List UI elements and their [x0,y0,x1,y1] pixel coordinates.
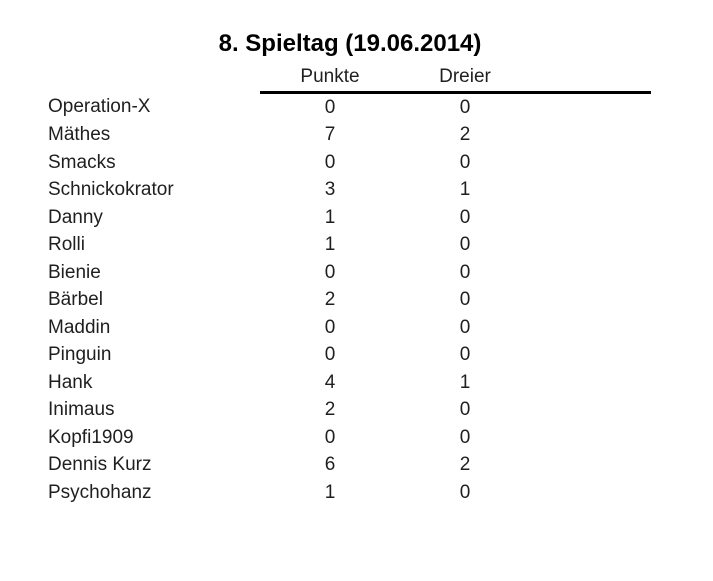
dreier-value: 0 [459,481,471,503]
score-table: Punkte Dreier Operation-X 0 0 Mäthes 7 2… [48,66,651,507]
player-name: Rolli [48,234,85,256]
table-row: Dennis Kurz 6 2 [48,452,651,480]
punkte-value: 0 [324,96,336,118]
header-spacer [48,66,260,93]
dreier-value: 0 [459,234,471,256]
row-filler [530,259,651,287]
punkte-value: 2 [324,399,336,421]
row-filler [530,314,651,342]
table-row: Maddin 0 0 [48,314,651,342]
punkte-value: 0 [324,151,336,173]
punkte-value: 1 [324,206,336,228]
table-row: Operation-X 0 0 [48,93,651,122]
table-header-row: Punkte Dreier [48,66,651,94]
dreier-value: 0 [459,206,471,228]
punkte-value: 2 [324,289,336,311]
row-filler [530,369,651,397]
player-name: Smacks [48,151,116,173]
punkte-value: 0 [324,426,336,448]
row-filler [530,93,651,122]
dreier-value: 0 [459,426,471,448]
punkte-value: 0 [324,344,336,366]
table-row: Inimaus 2 0 [48,397,651,425]
table-row: Bärbel 2 0 [48,287,651,315]
punkte-value: 6 [324,454,336,476]
punkte-value: 7 [324,124,336,146]
column-header-dreier: Dreier [400,66,530,94]
dreier-value: 1 [459,179,471,201]
row-filler [530,232,651,260]
table-row: Bienie 0 0 [48,259,651,287]
table-row: Mäthes 7 2 [48,122,651,150]
player-name: Maddin [48,316,111,338]
dreier-value: 0 [459,151,471,173]
dreier-value: 0 [459,316,471,338]
player-name: Kopfi1909 [48,426,134,448]
column-header-punkte: Punkte [260,66,400,94]
row-filler [530,177,651,205]
player-name: Dennis Kurz [48,454,152,476]
player-name: Bärbel [48,289,103,311]
punkte-value: 1 [324,481,336,503]
dreier-value: 2 [459,124,471,146]
row-filler [530,122,651,150]
row-filler [530,287,651,315]
dreier-value: 2 [459,454,471,476]
page-title: 8. Spieltag (19.06.2014) [218,30,482,57]
player-name: Operation-X [48,96,151,117]
player-name: Danny [48,206,103,228]
player-name: Bienie [48,261,101,283]
table-row: Psychohanz 1 0 [48,479,651,507]
row-filler [530,424,651,452]
player-name: Psychohanz [48,481,152,503]
dreier-value: 0 [459,344,471,366]
punkte-value: 1 [324,234,336,256]
row-filler [530,397,651,425]
table-row: Danny 1 0 [48,204,651,232]
table-row: Kopfi1909 0 0 [48,424,651,452]
row-filler [530,479,651,507]
table-row: Pinguin 0 0 [48,342,651,370]
dreier-value: 1 [459,371,471,393]
player-name: Inimaus [48,399,115,421]
table-row: Smacks 0 0 [48,149,651,177]
player-name: Hank [48,371,93,393]
dreier-value: 0 [459,261,471,283]
player-name: Mäthes [48,124,111,146]
row-filler [530,149,651,177]
header-rule-extension [530,66,651,94]
dreier-value: 0 [459,96,471,118]
row-filler [530,452,651,480]
table-row: Rolli 1 0 [48,232,651,260]
dreier-value: 0 [459,289,471,311]
punkte-value: 0 [324,261,336,283]
row-filler [530,204,651,232]
punkte-value: 3 [324,179,336,201]
player-name: Schnickokrator [48,179,174,201]
table-row: Schnickokrator 3 1 [48,177,651,205]
table-row: Hank 4 1 [48,369,651,397]
punkte-value: 0 [324,316,336,338]
player-name: Pinguin [48,344,112,366]
punkte-value: 4 [324,371,336,393]
row-filler [530,342,651,370]
dreier-value: 0 [459,399,471,421]
